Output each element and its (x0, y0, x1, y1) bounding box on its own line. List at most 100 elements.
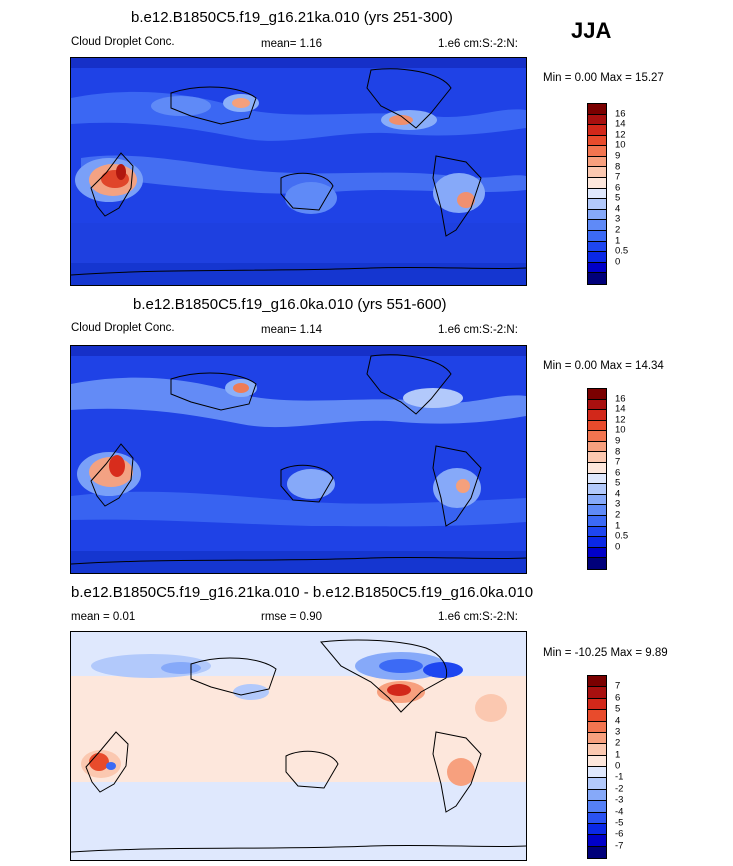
colorbar-tick-label: 6 (615, 182, 621, 194)
colorbar-tick-label: 0 (615, 541, 621, 553)
colorbar-tick-label: 4 (615, 203, 621, 215)
colorbar-tick-label: -7 (615, 840, 624, 852)
colorbar-tick-label: 2 (615, 224, 621, 236)
colorbar-swatch (588, 230, 606, 242)
panel-2-mean-label: mean= 1.14 (261, 324, 323, 336)
colorbar-swatch (588, 547, 606, 559)
colorbar-tick-label: 6 (615, 692, 621, 704)
panel-2-units-label: 1.e6 cm:S:-2:N: (438, 324, 518, 336)
colorbar-tick-label: 0.5 (615, 530, 629, 542)
colorbar-swatch (588, 156, 606, 168)
panel-2-min-max: Min = 0.00 Max = 14.34 (543, 360, 664, 372)
colorbar-swatch (588, 389, 606, 400)
colorbar-tick-label: 7 (615, 171, 621, 183)
colorbar-swatch (588, 473, 606, 485)
colorbar-tick-label: 5 (615, 477, 621, 489)
colorbar-tick-label: 10 (615, 424, 626, 436)
colorbar-tick-label: 3 (615, 726, 621, 738)
colorbar-swatch (588, 767, 606, 779)
colorbar-swatch (588, 676, 606, 688)
colorbar-tick-label: 9 (615, 150, 621, 162)
colorbar-swatch (588, 812, 606, 824)
colorbar-tick-label: 1 (615, 749, 621, 761)
colorbar-swatch (588, 744, 606, 756)
colorbar-tick-label: -1 (615, 771, 624, 783)
panel-2-title: b.e12.B1850C5.f19_g16.0ka.010 (yrs 551-6… (133, 296, 447, 313)
panel-3-units-label: 1.e6 cm:S:-2:N: (438, 611, 518, 623)
colorbar-swatch (588, 846, 606, 858)
colorbar-tick-label: 7 (615, 680, 621, 692)
colorbar-swatch (588, 410, 606, 421)
colorbar-tick-label: -4 (615, 806, 624, 817)
colorbar-swatch (588, 537, 606, 548)
season-label: JJA (571, 18, 612, 43)
colorbar-swatch (588, 178, 606, 189)
colorbar-swatch (588, 778, 606, 790)
panel-1-title: b.e12.B1850C5.f19_g16.21ka.010 (yrs 251-… (131, 9, 453, 26)
colorbar-swatch (588, 273, 606, 284)
colorbar-tick-label: 0 (615, 256, 621, 268)
colorbar-tick-label: 6 (615, 467, 621, 479)
colorbar-tick-label: -2 (615, 783, 624, 795)
colorbar-tick-label: -6 (615, 828, 624, 840)
colorbar-swatch (588, 104, 606, 115)
colorbar-tick-label: -3 (615, 794, 624, 806)
colorbar-tick-label: -5 (615, 817, 624, 829)
colorbar-tick-label: 5 (615, 703, 621, 715)
colorbar-swatch (588, 220, 606, 231)
colorbar-tick-label: 9 (615, 435, 621, 447)
colorbar-tick-label: 16 (615, 393, 626, 405)
colorbar-swatch (588, 515, 606, 527)
colorbar-tick-label: 7 (615, 456, 621, 468)
panel-3-min-max: Min = -10.25 Max = 9.89 (543, 647, 668, 659)
panel-1-colorbar (587, 103, 607, 285)
colorbar-swatch (588, 710, 606, 722)
colorbar-tick-label: 12 (615, 129, 626, 141)
colorbar-tick-label: 16 (615, 108, 626, 120)
panel-1-min-max: Min = 0.00 Max = 15.27 (543, 72, 664, 84)
colorbar-swatch (588, 687, 606, 699)
colorbar-swatch (588, 125, 606, 136)
panel-3-mean-label: mean = 0.01 (71, 611, 136, 623)
panel-2-colorbar (587, 388, 607, 570)
panel-1-units-label: 1.e6 cm:S:-2:N: (438, 38, 518, 50)
colorbar-swatch (588, 146, 606, 157)
colorbar-tick-label: 2 (615, 737, 621, 749)
colorbar-swatch (588, 199, 606, 210)
colorbar-tick-label: 4 (615, 488, 621, 500)
colorbar-swatch (588, 732, 606, 745)
colorbar-swatch (588, 188, 606, 200)
colorbar-swatch (588, 114, 606, 126)
colorbar-tick-label: 12 (615, 414, 626, 426)
colorbar-tick-label: 14 (615, 403, 626, 415)
colorbar-swatch (588, 484, 606, 495)
colorbar-swatch (588, 252, 606, 263)
colorbar-swatch (588, 420, 606, 432)
colorbar-tick-label: 0.5 (615, 245, 629, 257)
panel-3-colorbar (587, 675, 607, 859)
colorbar-tick-label: 0 (615, 760, 621, 772)
colorbar-swatch (588, 823, 606, 836)
colorbar-swatch (588, 431, 606, 442)
colorbar-swatch (588, 452, 606, 464)
colorbar-tick-label: 8 (615, 161, 621, 173)
colorbar-swatch (588, 241, 606, 253)
colorbar-swatch (588, 526, 606, 538)
panel-2-variable-label: Cloud Droplet Conc. (71, 322, 175, 334)
colorbar-swatch (588, 494, 606, 506)
colorbar-swatch (588, 209, 606, 221)
colorbar-swatch (588, 801, 606, 813)
colorbar-tick-label: 1 (615, 235, 621, 247)
colorbar-swatch (588, 558, 606, 569)
panel-1-mean-label: mean= 1.16 (261, 38, 323, 50)
colorbar-tick-label: 5 (615, 192, 621, 204)
panel-1-variable-label: Cloud Droplet Conc. (71, 36, 175, 48)
colorbar-swatch (588, 721, 606, 733)
colorbar-tick-label: 1 (615, 520, 621, 532)
colorbar-swatch (588, 463, 606, 474)
colorbar-swatch (588, 262, 606, 274)
colorbar-swatch (588, 835, 606, 847)
colorbar-swatch (588, 698, 606, 711)
colorbar-swatch (588, 441, 606, 453)
panel-1-map (70, 57, 527, 286)
